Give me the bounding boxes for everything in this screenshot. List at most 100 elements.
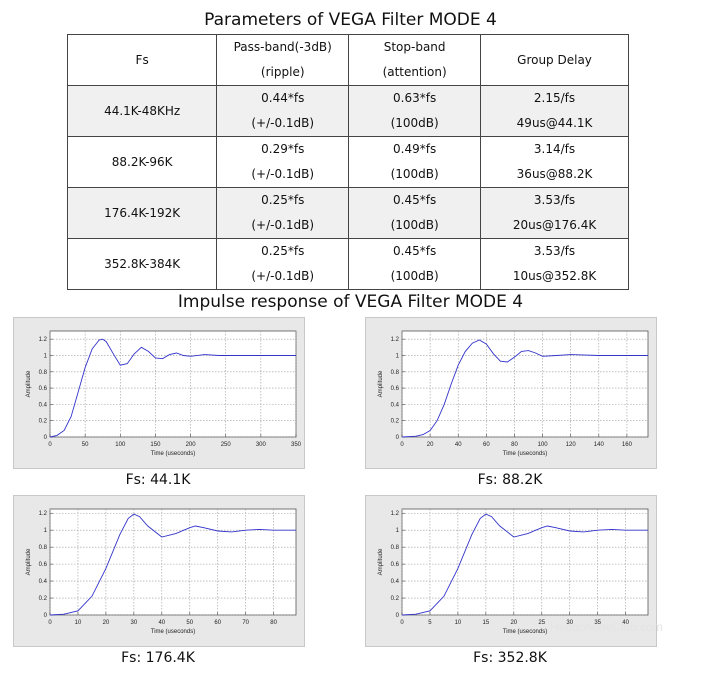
cell-value: 0.29*fs bbox=[261, 142, 305, 156]
x-tick-label: 100 bbox=[538, 442, 549, 448]
plot-svg: 0 20 40 60 80 100 120 140 160 0 0.2 0.4 0.6 0.8 1 1.2 Ti… bbox=[378, 330, 649, 457]
table-header-row: Fs Pass-band(-3dB) (ripple) Stop-band (a… bbox=[66, 34, 629, 86]
x-tick-label: 140 bbox=[594, 442, 605, 448]
y-tick-label: 0.4 bbox=[391, 402, 400, 408]
cell-value: 20us@176.4K bbox=[512, 218, 597, 232]
cell-value: 0.49*fs bbox=[393, 142, 437, 156]
x-tick-label: 0 bbox=[400, 620, 404, 626]
cell-value: (100dB) bbox=[390, 218, 439, 232]
impulse-series-line bbox=[49, 338, 296, 438]
x-tick-label: 0 bbox=[48, 442, 52, 448]
x-tick-label: 35 bbox=[594, 620, 601, 626]
cell-group-delay: 3.53/fs 10us@352.8K bbox=[480, 238, 629, 290]
x-tick-label: 160 bbox=[622, 442, 633, 448]
table-row: 88.2K-96K 0.29*fs (+/-0.1dB) 0.49*fs (100d… bbox=[66, 136, 629, 188]
plot-svg: 0 10 20 30 40 50 60 70 80 0 0.2 0.4 0.6 0.8 1 1.2 Time (… bbox=[26, 508, 297, 635]
cell-value: 49us@44.1K bbox=[516, 116, 593, 130]
y-tick-label: 0.6 bbox=[39, 386, 48, 392]
cell-fs: 88.2K-96K bbox=[66, 136, 218, 188]
x-tick-label: 40 bbox=[622, 620, 629, 626]
x-tick-label: 80 bbox=[511, 442, 518, 448]
table-title: Parameters of VEGA Filter MODE 4 bbox=[204, 10, 497, 30]
x-tick-label: 100 bbox=[115, 442, 126, 448]
table-row: 176.4K-192K 0.25*fs (+/-0.1dB) 0.45*fs (10… bbox=[66, 187, 629, 239]
x-tick-label: 20 bbox=[510, 620, 517, 626]
impulse-plot-176k: 0 10 20 30 40 50 60 70 80 0 0.2 0.4 0.6 0.8 1 1.2 Time (… bbox=[13, 495, 305, 647]
cell-fs: 44.1K-48KHz bbox=[66, 85, 218, 137]
cell-fs: 176.4K-192K bbox=[66, 187, 218, 239]
plot-svg: 0 50 100 150 200 250 300 350 0 0.2 0.4 0.6 0.8 1 1.2 Ti… bbox=[26, 330, 302, 457]
impulse-plot-88k: 0 20 40 60 80 100 120 140 160 0 0.2 0.4 0.6 0.8 1 1.2 Ti… bbox=[365, 317, 657, 469]
x-tick-label: 250 bbox=[221, 442, 232, 448]
x-tick-label: 30 bbox=[566, 620, 573, 626]
cell-stopband: 0.63*fs (100dB) bbox=[348, 85, 482, 137]
x-tick-label: 300 bbox=[256, 442, 267, 448]
y-tick-label: 1 bbox=[396, 528, 400, 534]
x-tick-label: 40 bbox=[455, 442, 462, 448]
cell-value: 0.63*fs bbox=[393, 91, 437, 105]
cell-value: (+/-0.1dB) bbox=[251, 167, 315, 181]
y-tick-label: 0.4 bbox=[39, 579, 48, 585]
x-tick-label: 50 bbox=[82, 442, 89, 448]
y-tick-label: 1.2 bbox=[391, 337, 400, 343]
cell-value: 0.45*fs bbox=[393, 244, 437, 258]
x-axis-label: Time (useconds) bbox=[151, 451, 195, 457]
y-tick-label: 1.2 bbox=[391, 511, 400, 517]
y-tick-label: 0.2 bbox=[39, 419, 48, 425]
x-tick-label: 20 bbox=[103, 620, 110, 626]
cell-value: 0.25*fs bbox=[261, 244, 305, 258]
table-row: 352.8K-384K 0.25*fs (+/-0.1dB) 0.45*fs (10… bbox=[66, 238, 629, 290]
y-tick-label: 0.4 bbox=[391, 579, 400, 585]
cell-value: 0.25*fs bbox=[261, 193, 305, 207]
x-axis-label: Time (useconds) bbox=[151, 629, 195, 635]
x-tick-label: 20 bbox=[427, 442, 434, 448]
header-passband-line2: (ripple) bbox=[260, 65, 305, 79]
y-axis-label: Amplitude bbox=[26, 370, 32, 397]
x-tick-label: 5 bbox=[428, 620, 432, 626]
watermark: HeadphoneClub.com bbox=[550, 620, 663, 634]
plot-caption: Fs: 88.2K bbox=[477, 472, 543, 488]
impulse-series-line bbox=[49, 513, 296, 616]
cell-passband: 0.29*fs (+/-0.1dB) bbox=[216, 136, 350, 188]
header-passband: Pass-band(-3dB) (ripple) bbox=[216, 34, 350, 86]
y-tick-label: 0.6 bbox=[391, 562, 400, 568]
impulse-plot-44k: 0 50 100 150 200 250 300 350 0 0.2 0.4 0.6 0.8 1 1.2 Ti… bbox=[13, 317, 305, 469]
cell-group-delay: 2.15/fs 49us@44.1K bbox=[480, 85, 629, 137]
plots-title: Impulse response of VEGA Filter MODE 4 bbox=[177, 292, 524, 312]
cell-value: (+/-0.1dB) bbox=[251, 218, 315, 232]
cell-value: 0.45*fs bbox=[393, 193, 437, 207]
cell-value: (+/-0.1dB) bbox=[251, 269, 315, 283]
cell-stopband: 0.45*fs (100dB) bbox=[348, 187, 482, 239]
y-tick-label: 0.2 bbox=[39, 596, 48, 602]
plot-caption: Fs: 352.8K bbox=[473, 650, 547, 666]
x-tick-label: 80 bbox=[270, 620, 277, 626]
y-tick-label: 0.8 bbox=[39, 370, 48, 376]
cell-value: 10us@352.8K bbox=[512, 269, 597, 283]
cell-value: (100dB) bbox=[390, 269, 439, 283]
y-axis-label: Amplitude bbox=[26, 548, 32, 575]
x-tick-label: 10 bbox=[455, 620, 462, 626]
header-fs: Fs bbox=[66, 34, 218, 86]
cell-stopband: 0.45*fs (100dB) bbox=[348, 238, 482, 290]
header-passband-line1: Pass-band(-3dB) bbox=[233, 40, 332, 54]
y-tick-label: 0.6 bbox=[39, 562, 48, 568]
y-tick-label: 1.2 bbox=[39, 337, 48, 343]
x-tick-label: 150 bbox=[150, 442, 161, 448]
y-tick-label: 1.2 bbox=[39, 511, 48, 517]
cell-value: (100dB) bbox=[390, 116, 439, 130]
x-tick-label: 60 bbox=[483, 442, 490, 448]
x-tick-label: 30 bbox=[131, 620, 138, 626]
y-tick-label: 1 bbox=[44, 528, 48, 534]
cell-stopband: 0.49*fs (100dB) bbox=[348, 136, 482, 188]
y-tick-label: 0.6 bbox=[391, 386, 400, 392]
x-tick-label: 0 bbox=[48, 620, 52, 626]
x-tick-label: 350 bbox=[291, 442, 302, 448]
x-tick-label: 0 bbox=[400, 442, 404, 448]
cell-value: (100dB) bbox=[390, 167, 439, 181]
cell-value: 36us@88.2K bbox=[516, 167, 593, 181]
y-tick-label: 0.8 bbox=[391, 545, 400, 551]
y-tick-label: 0.2 bbox=[391, 419, 400, 425]
cell-group-delay: 3.14/fs 36us@88.2K bbox=[480, 136, 629, 188]
plot-caption: Fs: 44.1K bbox=[125, 472, 191, 488]
y-tick-label: 0 bbox=[44, 613, 48, 619]
